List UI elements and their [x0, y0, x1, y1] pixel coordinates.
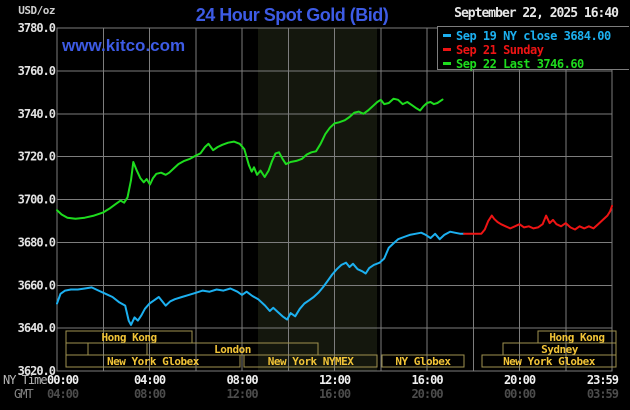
x-axis-label-gmt: 00:00: [504, 387, 536, 401]
x-axis-label-ny: 04:00: [134, 373, 166, 387]
plot-border: [56, 27, 613, 372]
y-axis-label: 3620.0: [18, 364, 56, 378]
y-axis-label: 3700.0: [18, 193, 56, 207]
chart-legend: Sep 19 NY close 3684.00 Sep 21 Sunday Se…: [437, 26, 629, 71]
x-axis-label-ny: 00:00: [47, 373, 79, 387]
y-axis-label: 3720.0: [18, 150, 56, 164]
x-axis-label-gmt: 08:00: [134, 387, 166, 401]
x-axis-label-ny: 16:00: [411, 373, 443, 387]
line-sep21: [463, 204, 613, 235]
session-label: Hong Kong: [549, 331, 604, 344]
x-axis-label-gmt: 16:00: [319, 387, 351, 401]
x-axis-label-ny: 08:00: [226, 373, 258, 387]
session-label: New York NYMEX: [268, 355, 355, 368]
session-box: [65, 342, 89, 356]
x-axis-label-ny: 12:00: [319, 373, 351, 387]
legend-item-sep22: Sep 22 Last 3746.60: [438, 57, 629, 71]
session-box: [481, 354, 617, 368]
session-label: Hong Kong: [101, 331, 156, 344]
y-axis-units-label: USD/oz: [18, 4, 55, 17]
y-axis-label: 3740.0: [18, 107, 56, 121]
line-sep19: [56, 230, 465, 326]
x-axis-label-gmt: 12:00: [226, 387, 258, 401]
session-label: Sydney: [541, 343, 579, 356]
x-axis-label-ny: 23:59: [587, 373, 619, 387]
y-axis-label: 3640.0: [18, 321, 56, 335]
session-box: [87, 342, 148, 356]
legend-item-sep19: Sep 19 NY close 3684.00: [438, 29, 629, 43]
line-sep22: [56, 97, 444, 220]
session-box: [243, 354, 378, 368]
session-label: NY Globex: [395, 355, 451, 368]
legend-item-label: Sep 22 Last 3746.60: [456, 57, 584, 71]
y-axis-label: 3780.0: [18, 21, 56, 35]
legend-item-label: Sep 19 NY close 3684.00: [456, 29, 611, 43]
y-axis-label: 3760.0: [18, 64, 56, 78]
x-axis-label-gmt: 04:00: [47, 387, 79, 401]
x-axis-label-ny: 20:00: [504, 373, 536, 387]
kitco-link[interactable]: www.kitco.com: [62, 36, 186, 55]
y-axis-label: 3660.0: [18, 278, 56, 292]
session-box: [381, 354, 465, 368]
legend-item-sep21: Sep 21 Sunday: [438, 43, 629, 57]
legend-item-label: Sep 21 Sunday: [456, 43, 544, 57]
legend-dash-icon: [443, 48, 451, 51]
session-label: London: [214, 343, 251, 356]
x-axis-label-gmt: 03:59: [587, 387, 619, 401]
session-box: [65, 354, 241, 368]
y-axis-label: 3680.0: [18, 235, 56, 249]
chart-datetime: September 22, 2025 16:40: [454, 6, 619, 21]
chart-title: 24 Hour Spot Gold (Bid): [195, 5, 389, 25]
session-label: New York Globex: [107, 355, 200, 368]
ny-time-axis-caption: NY Time: [3, 373, 47, 387]
legend-dash-icon: [443, 34, 451, 37]
gmt-axis-caption: GMT: [14, 387, 33, 401]
x-axis-label-gmt: 20:00: [411, 387, 443, 401]
session-label: New York Globex: [503, 355, 596, 368]
legend-dash-icon: [443, 62, 451, 65]
